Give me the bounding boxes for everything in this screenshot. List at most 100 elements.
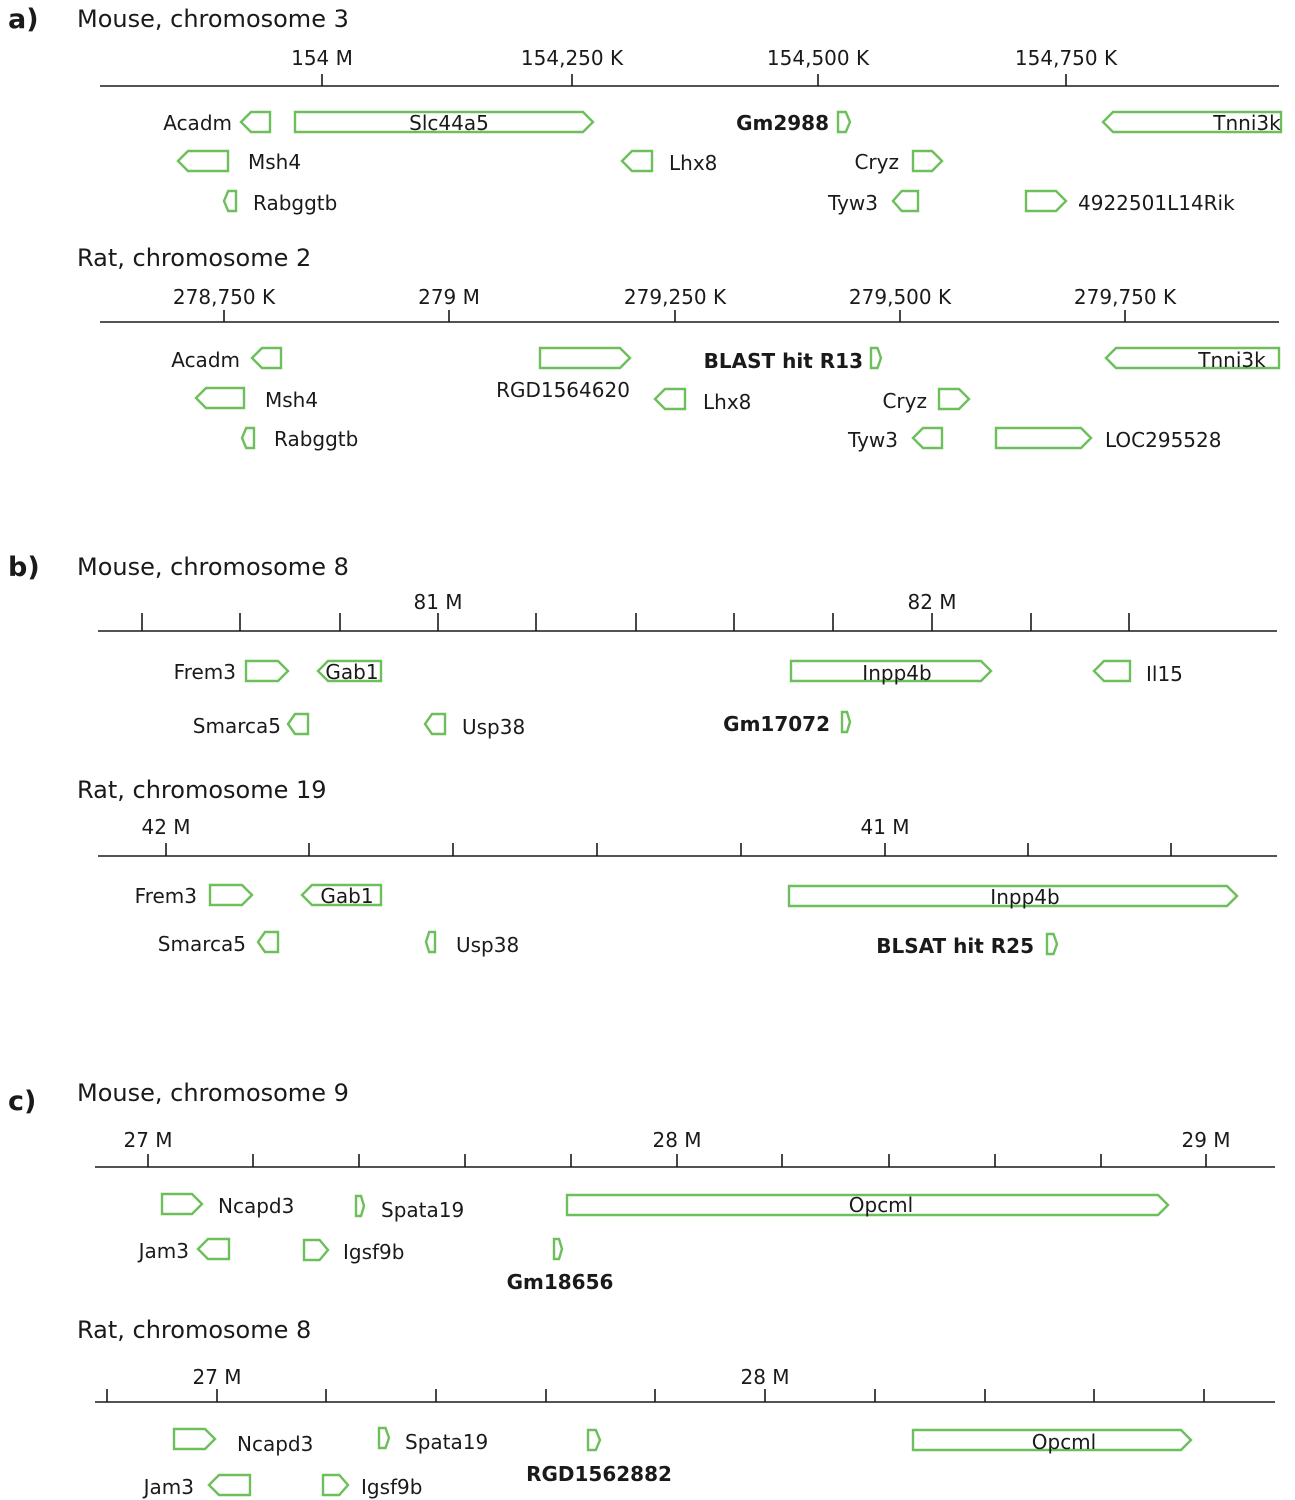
gene-arrow-forward	[302, 1238, 330, 1262]
gene-label: Opcml	[1032, 1430, 1096, 1454]
gene-arrow-reverse	[300, 883, 383, 907]
gene-label: Slc44a5	[409, 111, 489, 135]
track-mouse-chromosome-8: Mouse, chromosome 8 81 M 82 M Frem3 Gab1 Inpp…	[77, 553, 1277, 739]
track-title: Rat, chromosome 19	[77, 776, 327, 804]
gene-ncapd3: Ncapd3	[160, 1192, 294, 1218]
gene-arrow-reverse	[1092, 659, 1132, 683]
gene-label: Tyw3	[847, 428, 898, 452]
gene-gm17072: Gm17072	[723, 710, 852, 736]
gene-arrow-forward	[911, 1428, 1193, 1452]
track-title: Mouse, chromosome 3	[77, 5, 349, 33]
gene-arrow-forward	[354, 1194, 366, 1218]
track-rat-chromosome-19: Rat, chromosome 19 42 M 41 M Frem3 Gab1 Inpp4…	[77, 776, 1277, 958]
tick-label: 279,250 K	[624, 285, 727, 309]
gene-blsat-hit-r25: BLSAT hit R25	[876, 932, 1059, 958]
gene-frem3: Frem3	[174, 659, 290, 684]
gene-arrow-reverse	[256, 930, 280, 954]
gene-label: Tnni3k	[1212, 111, 1281, 135]
gene-jam3: Jam3	[137, 1237, 231, 1263]
gene-lhx8: Lhx8	[653, 387, 751, 414]
gene-arrow-forward	[586, 1428, 602, 1452]
gene-tnni3k: Tnni3k	[1101, 110, 1283, 135]
gene-label: Igsf9b	[343, 1240, 404, 1264]
gene-ncapd3: Ncapd3	[172, 1427, 313, 1456]
tick-label: 42 M	[141, 815, 190, 839]
gene-arrow-reverse	[194, 386, 246, 410]
gene-rgd1564620: RGD1564620	[496, 346, 632, 402]
gene-label: Spata19	[405, 1430, 488, 1454]
gene-arrow-reverse	[250, 346, 283, 370]
gene-label: Inpp4b	[862, 661, 931, 685]
gene-arrow-forward	[937, 387, 971, 411]
gene-igsf9b: Igsf9b	[321, 1473, 422, 1499]
tick-label: 154,500 K	[767, 46, 870, 70]
gene-arrow-forward	[787, 884, 1239, 908]
gene-smarca5: Smarca5	[193, 712, 310, 738]
tick-label: 279 M	[418, 285, 480, 309]
gene-usp38: Usp38	[424, 930, 519, 957]
gene-label: BLSAT hit R25	[876, 934, 1034, 958]
gene-arrow-reverse	[239, 110, 272, 134]
panel-c: c) Mouse, chromosome 9 27 M 28 M 29 M Ncapd3 S…	[8, 1079, 1275, 1499]
gene-label: Smarca5	[193, 714, 281, 738]
gene-label: Acadm	[163, 111, 232, 135]
gene-arrow-reverse	[653, 387, 687, 411]
gene-label: LOC295528	[1105, 428, 1221, 452]
track-rat-chromosome-2: Rat, chromosome 2 278,750 K 279 M 279,250 K…	[77, 244, 1281, 452]
panel-label-b: b)	[8, 552, 40, 583]
gene-label: Lhx8	[703, 390, 751, 414]
gene-label: Gm2988	[736, 111, 829, 135]
tick-label: 28 M	[740, 1365, 789, 1389]
gene-arrow-reverse	[1104, 346, 1281, 370]
gene-arrow-forward	[321, 1473, 350, 1497]
gene-arrow-reverse	[286, 712, 310, 736]
tick-label: 154,250 K	[521, 46, 624, 70]
tick-label: 28 M	[652, 1128, 701, 1152]
panel-label-a: a)	[8, 4, 39, 35]
tick-label: 27 M	[123, 1128, 172, 1152]
gene-lhx8: Lhx8	[620, 149, 717, 175]
gene-arrow-forward	[244, 659, 290, 683]
gene-arrow-forward	[552, 1237, 564, 1261]
gene-tnni3k: Tnni3k	[1104, 346, 1281, 372]
gene-gab1: Gab1	[300, 883, 383, 908]
gene-smarca5: Smarca5	[158, 930, 280, 956]
gene-rgd1562882: RGD1562882	[526, 1428, 672, 1486]
gene-acadm: Acadm	[163, 110, 272, 135]
gene-label: Ncapd3	[218, 1194, 294, 1218]
gene-label: Rabggtb	[274, 427, 358, 451]
gene-label: Rabggtb	[253, 191, 337, 215]
gene-opcml: Opcml	[911, 1428, 1193, 1454]
gene-arrow-reverse	[891, 189, 920, 213]
gene-arrow-forward	[538, 346, 632, 370]
gene-label: Msh4	[265, 388, 318, 412]
gene-spata19: Spata19	[354, 1194, 464, 1222]
gene-arrow-forward	[994, 426, 1093, 450]
gene-label: Tnni3k	[1197, 348, 1266, 372]
gene-msh4: Msh4	[194, 386, 318, 412]
gene-arrow-reverse	[176, 149, 230, 173]
gene-label: Gab1	[320, 884, 373, 908]
tick-label: 41 M	[860, 815, 909, 839]
gene-arrow-reverse	[423, 712, 447, 736]
gene-arrow-reverse	[620, 149, 654, 173]
gene-arrow-reverse	[1101, 110, 1283, 134]
tick-label: 82 M	[907, 590, 956, 614]
gene-arrow-reverse	[240, 426, 256, 450]
gene-spata19: Spata19	[377, 1426, 488, 1454]
gene-inpp4b: Inpp4b	[787, 884, 1239, 909]
gene-arrow-reverse	[911, 426, 944, 450]
gene-arrow-forward	[1045, 932, 1059, 956]
tick-label: 279,750 K	[1074, 285, 1177, 309]
gene-arrow-reverse	[316, 659, 383, 683]
gene-arrow-reverse	[207, 1473, 252, 1497]
gene-arrow-forward	[172, 1427, 217, 1451]
gene-tyw3: Tyw3	[847, 426, 944, 452]
gene-label: Cryz	[854, 150, 899, 174]
panel-b: b) Mouse, chromosome 8 81 M 82 M Frem3 Gab1 In…	[8, 552, 1277, 958]
gene-arrow-forward	[565, 1193, 1170, 1217]
gene-label: Acadm	[171, 348, 240, 372]
gene-label: Lhx8	[669, 151, 717, 175]
gene-arrow-forward	[840, 710, 852, 734]
tick-label: 81 M	[413, 590, 462, 614]
